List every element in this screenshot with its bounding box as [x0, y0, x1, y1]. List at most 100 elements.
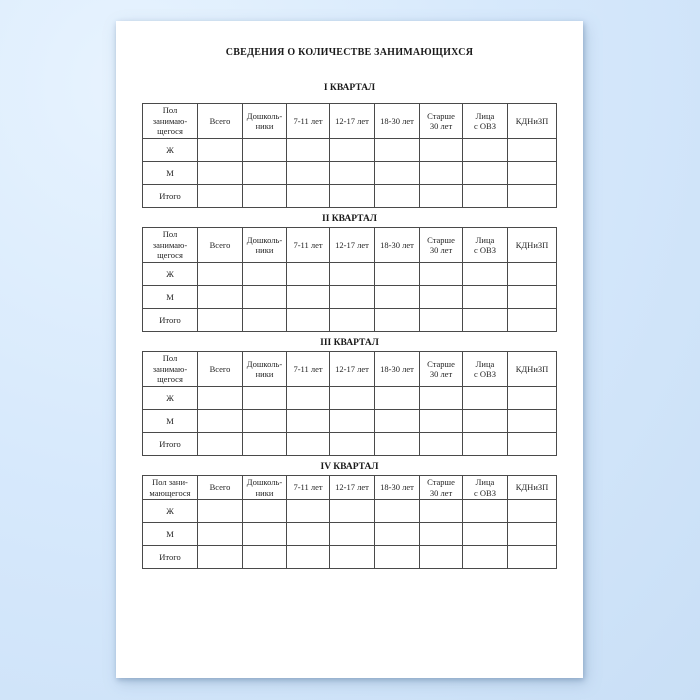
- data-cell: [419, 262, 463, 286]
- data-cell: [374, 308, 420, 332]
- data-cell: [507, 432, 557, 456]
- data-cell: [419, 161, 463, 185]
- column-header: Лица с ОВЗ: [462, 227, 508, 263]
- data-cell: [286, 138, 330, 162]
- column-header: КДНиЗП: [507, 227, 557, 263]
- data-cell: [197, 386, 243, 410]
- column-header: 18-30 лет: [374, 475, 420, 500]
- data-cell: [242, 262, 287, 286]
- data-cell: [507, 184, 557, 208]
- data-cell: [507, 138, 557, 162]
- data-cell: [374, 499, 420, 523]
- quarter-section-3: III КВАРТАЛ Пол занимаю- щегося Всего Дошк…: [116, 337, 583, 456]
- document-page: СВЕДЕНИЯ О КОЛИЧЕСТВЕ ЗАНИМАЮЩИХСЯ I КВА…: [116, 21, 583, 678]
- row-label: М: [142, 161, 198, 185]
- data-cell: [419, 545, 463, 569]
- data-cell: [197, 545, 243, 569]
- data-cell: [419, 138, 463, 162]
- column-header: КДНиЗП: [507, 475, 557, 500]
- quarter-heading: I КВАРТАЛ: [323, 83, 376, 93]
- data-cell: [462, 161, 508, 185]
- quarter-heading: IV КВАРТАЛ: [320, 462, 379, 472]
- data-cell: [197, 184, 243, 208]
- column-header: 18-30 лет: [374, 351, 420, 387]
- data-cell: [286, 409, 330, 433]
- data-cell: [329, 184, 375, 208]
- row-label: Итого: [142, 184, 198, 208]
- data-cell: [242, 285, 287, 309]
- data-cell: [242, 138, 287, 162]
- data-cell: [286, 161, 330, 185]
- column-header: Лица с ОВЗ: [462, 351, 508, 387]
- data-cell: [374, 522, 420, 546]
- row-label: Итого: [142, 308, 198, 332]
- column-header: 18-30 лет: [374, 227, 420, 263]
- data-cell: [374, 386, 420, 410]
- data-cell: [419, 432, 463, 456]
- column-header: 7-11 лет: [286, 227, 330, 263]
- data-cell: [507, 409, 557, 433]
- column-header: 12-17 лет: [329, 475, 375, 500]
- data-cell: [374, 409, 420, 433]
- data-cell: [242, 184, 287, 208]
- data-cell: [286, 432, 330, 456]
- column-header: Дошколь- ники: [242, 351, 287, 387]
- data-cell: [197, 522, 243, 546]
- data-cell: [329, 499, 375, 523]
- data-cell: [374, 184, 420, 208]
- column-header: 7-11 лет: [286, 103, 330, 139]
- data-cell: [242, 386, 287, 410]
- data-cell: [374, 161, 420, 185]
- column-header: 18-30 лет: [374, 103, 420, 139]
- row-label: М: [142, 409, 198, 433]
- row-label: М: [142, 522, 198, 546]
- data-cell: [419, 386, 463, 410]
- column-header: Дошколь- ники: [242, 103, 287, 139]
- data-cell: [242, 161, 287, 185]
- data-cell: [286, 499, 330, 523]
- data-cell: [197, 308, 243, 332]
- data-cell: [286, 522, 330, 546]
- data-cell: [286, 184, 330, 208]
- column-header: Всего: [197, 475, 243, 500]
- data-cell: [197, 432, 243, 456]
- column-header: Дошколь- ники: [242, 227, 287, 263]
- row-label: Ж: [142, 386, 198, 410]
- column-header: Всего: [197, 351, 243, 387]
- data-cell: [329, 308, 375, 332]
- data-cell: [286, 386, 330, 410]
- data-cell: [462, 432, 508, 456]
- data-cell: [286, 262, 330, 286]
- data-cell: [419, 522, 463, 546]
- data-cell: [329, 522, 375, 546]
- column-header: Старше 30 лет: [419, 227, 463, 263]
- quarter-heading: III КВАРТАЛ: [320, 338, 379, 348]
- data-cell: [507, 262, 557, 286]
- column-header: КДНиЗП: [507, 351, 557, 387]
- data-cell: [507, 545, 557, 569]
- column-header: Дошколь- ники: [242, 475, 287, 500]
- column-header: 12-17 лет: [329, 103, 375, 139]
- row-label: М: [142, 285, 198, 309]
- column-header: Старше 30 лет: [419, 351, 463, 387]
- row-label: Ж: [142, 138, 198, 162]
- data-cell: [462, 409, 508, 433]
- data-cell: [507, 386, 557, 410]
- column-header: Пол занимаю- щегося: [142, 351, 198, 387]
- data-cell: [197, 499, 243, 523]
- row-label: Итого: [142, 545, 198, 569]
- data-cell: [507, 308, 557, 332]
- data-cell: [197, 262, 243, 286]
- data-cell: [374, 138, 420, 162]
- data-cell: [329, 432, 375, 456]
- data-cell: [462, 499, 508, 523]
- column-header: Пол зани- мающегося: [142, 475, 198, 500]
- data-cell: [329, 285, 375, 309]
- row-label: Ж: [142, 262, 198, 286]
- column-header: Пол занимаю- щегося: [142, 103, 198, 139]
- data-cell: [242, 308, 287, 332]
- data-cell: [242, 432, 287, 456]
- row-label: Ж: [142, 499, 198, 523]
- quarter-section-2: II КВАРТАЛ Пол занимаю- щегося Всего Дошко…: [116, 213, 583, 332]
- data-cell: [242, 522, 287, 546]
